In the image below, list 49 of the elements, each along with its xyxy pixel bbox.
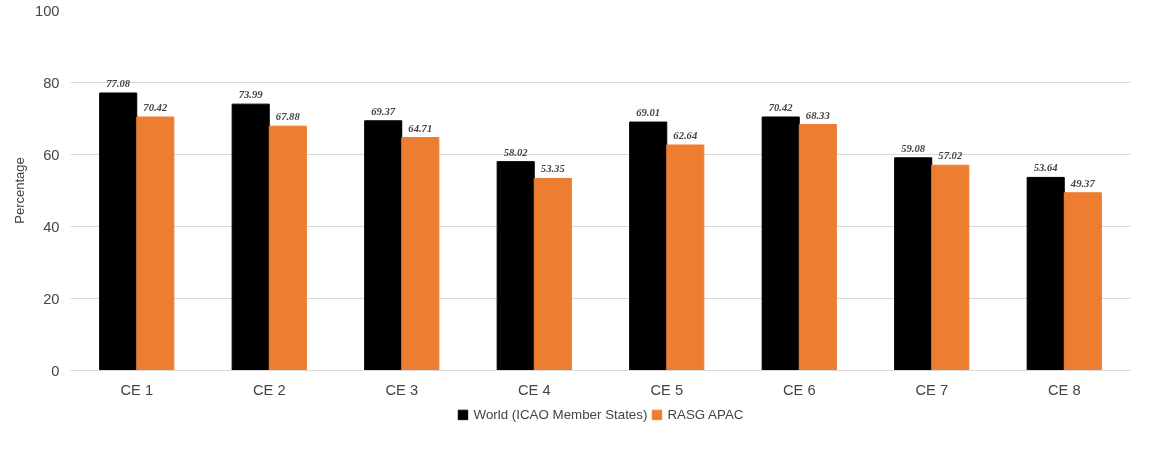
- x-tick-label: CE 3: [385, 381, 419, 398]
- data-label: 77.08: [106, 78, 131, 90]
- bar: [1026, 176, 1065, 371]
- x-tick-label: CE 8: [1047, 381, 1081, 398]
- data-label: 49.37: [1069, 177, 1096, 189]
- data-label: 64.71: [408, 122, 433, 134]
- y-tick-label: 20: [43, 290, 60, 307]
- y-tick-label: 0: [51, 362, 60, 379]
- bar: [268, 125, 307, 371]
- bar: [231, 103, 270, 371]
- bar: [798, 124, 837, 371]
- bar: [629, 121, 668, 371]
- y-tick-label: 80: [43, 74, 60, 91]
- y-axis-title: Percentage: [12, 157, 28, 224]
- data-label: 68.33: [805, 109, 831, 121]
- bar: [931, 164, 970, 371]
- x-tick-label: CE 1: [120, 381, 154, 398]
- data-label: 58.02: [503, 146, 529, 158]
- y-tick-label: 60: [43, 146, 60, 163]
- data-label: 57.02: [938, 150, 963, 162]
- data-label: 53.35: [540, 163, 566, 175]
- data-label: 73.99: [238, 89, 264, 101]
- bar: [761, 116, 800, 371]
- x-tick-label: CE 6: [782, 381, 816, 398]
- data-label: 67.88: [275, 111, 301, 123]
- data-label: 53.64: [1033, 162, 1058, 174]
- legend-label: RASG APAC: [667, 406, 744, 422]
- y-tick-label: 40: [43, 218, 60, 235]
- bar: [666, 144, 705, 371]
- x-tick-label: CE 4: [517, 381, 551, 398]
- bar: [894, 157, 933, 371]
- bar: [364, 120, 403, 371]
- bar: [99, 92, 138, 371]
- bar: [533, 177, 572, 371]
- data-label: 69.37: [371, 105, 396, 117]
- data-label: 69.01: [636, 107, 661, 119]
- x-tick-label: CE 5: [650, 381, 684, 398]
- y-tick-label: 100: [35, 2, 60, 19]
- bar: [136, 116, 175, 371]
- x-tick-label: CE 2: [252, 381, 286, 398]
- bar: [496, 161, 535, 371]
- data-label: 70.42: [143, 101, 168, 113]
- data-label: 62.64: [673, 130, 698, 141]
- bar: [1063, 192, 1102, 371]
- bar: [401, 137, 440, 371]
- data-label: 59.08: [901, 142, 926, 154]
- x-tick-label: CE 7: [915, 381, 949, 398]
- legend-label: World (ICAO Member States): [473, 406, 648, 422]
- data-label: 70.42: [768, 101, 794, 113]
